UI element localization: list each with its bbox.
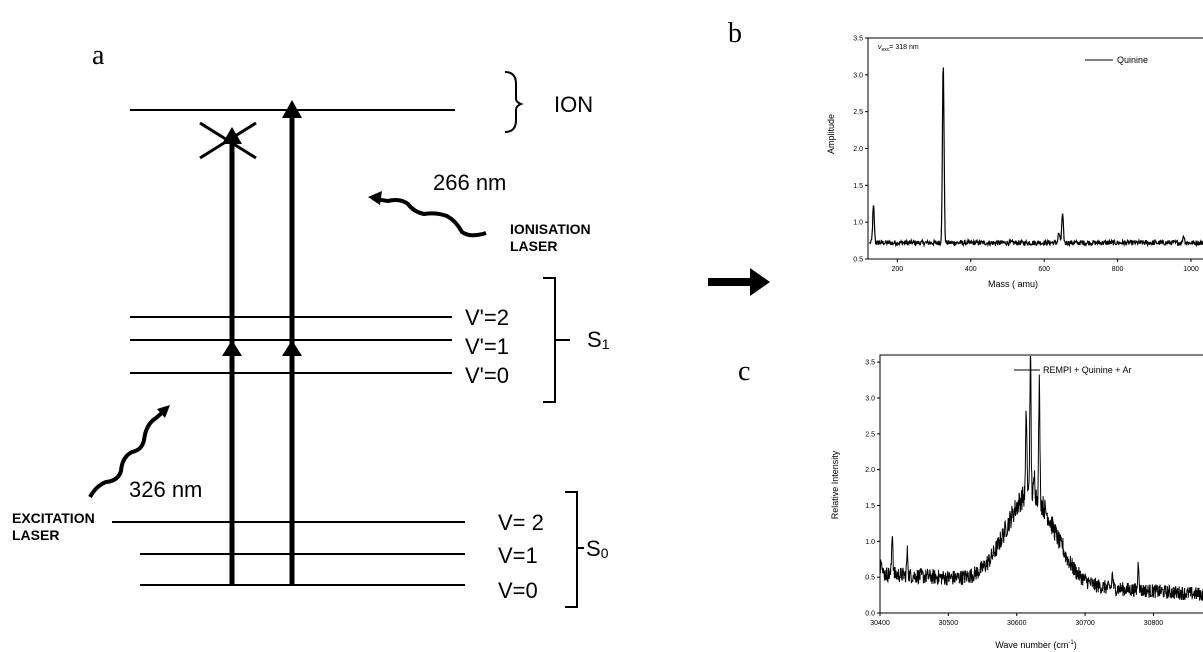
s1-bracket [543,277,570,403]
energy-diagram: a ION V'=2 V'=1 V'=0 S1 V= 2 V=1 V=0 S0 [12,40,610,608]
s1-level-v1-label: V'=1 [465,334,509,359]
s0-state-label: S0 [586,536,609,561]
mass-spectrum-xtick-label: 200 [892,266,904,273]
s0-bracket [565,491,584,608]
rempi-spectrum-ytick-label: 0.0 [865,611,875,618]
blocked-mark-2 [199,121,257,160]
ionisation-wavelength-label: 266 nm [433,170,506,195]
rempi-spectrum-ytick-label: 1.0 [865,539,875,546]
rempi-spectrum-chart: 30400 30500 30600 30700 30800 0.0 0.5 1.0 1.5 2.0… [830,354,1203,650]
rempi-spectrum-xtick-label: 30600 [1007,620,1027,627]
mass-spectrum-legend-label: Quinine [1117,55,1148,65]
mass-spectrum-ytick-label: 1.0 [853,220,863,227]
excitation-laser-label-line1: EXCITATION [12,510,95,526]
transition-arrow-right-head-s1 [282,340,302,356]
rempi-spectrum-ytick-label: 3.5 [865,360,875,367]
mass-spectrum-xtick-label: 600 [1038,266,1050,273]
mass-spectrum-xtick-label: 400 [965,266,977,273]
transition-arrow-left-head-s1 [222,340,242,356]
s1-level-v0-label: V'=0 [465,363,509,388]
mass-spectrum-ytick-label: 3.0 [853,72,863,79]
ionisation-laser-label-line1: IONISATION [510,221,591,237]
mass-spectrum-series-line [869,67,1203,248]
rempi-spectrum-ylabel: Relative Intensity [830,450,840,519]
panel-label-a: a [92,40,105,71]
excitation-laser-label-line2: LASER [12,527,59,543]
rempi-spectrum-ytick-label: 1.5 [865,503,875,510]
rempi-spectrum-ytick-label: 3.0 [865,396,875,403]
rempi-spectrum-xlabel: Wave number (cm-1) [995,640,1077,650]
s0-level-v0-label: V=0 [498,578,538,603]
rempi-spectrum-xtick-label: 30700 [1075,620,1095,627]
ionisation-laser-wave-head [368,191,382,205]
mass-spectrum-ytick-label: 2.0 [853,146,863,153]
mass-spectrum-ylabel: Amplitude [826,114,836,154]
rempi-spectrum-frame [879,354,1203,614]
mass-spectrum-annotation: νexc= 318 nm [878,44,919,53]
s0-level-v2-label: V= 2 [498,510,544,535]
mass-spectrum-xtick-label: 1000 [1183,266,1199,273]
rempi-spectrum-xtick-label: 30400 [870,620,890,627]
mass-spectrum-ytick-label: 2.5 [853,109,863,116]
excitation-laser-wave-head [157,405,170,418]
panel-label-c: c [738,356,750,387]
mass-spectrum-xlabel: Mass ( amu) [988,279,1038,289]
excitation-wavelength-label: 326 nm [129,477,202,502]
s1-state-label: S1 [587,327,610,352]
mass-spectrum-ytick-label: 3.5 [853,36,863,43]
mass-spectrum-chart: 200 400 600 800 1000 0.5 1.0 1.5 2.0 2.5 3.0 3.5 νe… [826,36,1203,289]
rempi-spectrum-legend-label: REMPI + Quinine + Ar [1043,365,1132,375]
panel-arrow-shaft [708,278,753,286]
panel-arrow [708,268,770,296]
ion-bracket [504,71,524,133]
ionisation-laser-label-line2: LASER [510,238,557,254]
rempi-spectrum-series-line [880,356,1203,602]
rempi-spectrum-ytick-label: 0.5 [865,575,875,582]
rempi-spectrum-ytick-label: 2.0 [865,467,875,474]
s1-level-v2-label: V'=2 [465,305,509,330]
panel-arrow-head [750,268,770,296]
ionisation-laser-wave [373,197,487,238]
mass-spectrum-frame [867,37,1203,260]
ion-label: ION [554,92,593,117]
s0-level-v1-label: V=1 [498,543,538,568]
transition-arrow-right-head-top [282,100,302,118]
panel-label-b: b [728,18,742,49]
mass-spectrum-ytick-label: 1.5 [853,183,863,190]
mass-spectrum-xtick-label: 800 [1112,266,1124,273]
rempi-spectrum-xtick-label: 30800 [1144,620,1164,627]
rempi-spectrum-ytick-label: 2.5 [865,431,875,438]
mass-spectrum-ytick-label: 0.5 [853,257,863,264]
excitation-laser-wave [88,409,166,498]
rempi-spectrum-xtick-label: 30500 [939,620,959,627]
